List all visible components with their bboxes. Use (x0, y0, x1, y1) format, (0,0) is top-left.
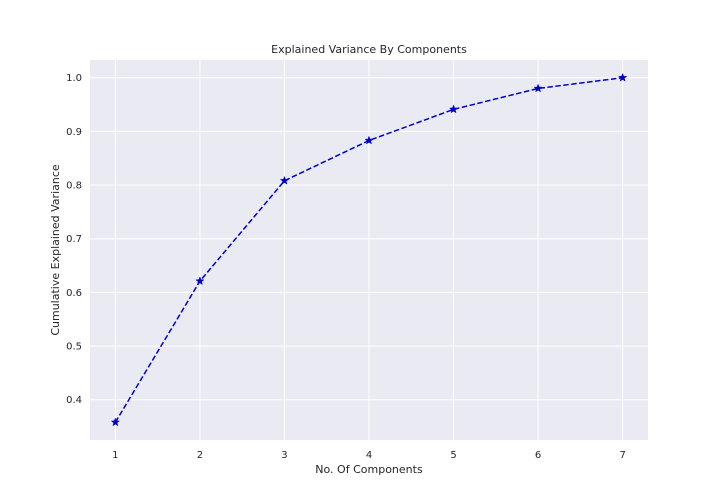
data-point (279, 175, 290, 185)
data-point (448, 104, 459, 114)
x-axis-ticks: 1 2 3 4 5 6 7 (112, 450, 626, 461)
grid (90, 60, 648, 440)
x-tick-label: 7 (619, 450, 625, 461)
y-tick-label: 0.9 (66, 127, 82, 138)
data-point (195, 276, 205, 286)
chart-title: Explained Variance By Components (271, 43, 467, 56)
series-markers (110, 72, 628, 427)
y-tick-label: 0.7 (66, 234, 82, 245)
x-tick-label: 3 (281, 450, 287, 461)
y-tick-label: 0.6 (66, 288, 82, 299)
x-tick-label: 1 (112, 450, 118, 461)
x-tick-label: 2 (197, 450, 203, 461)
data-point (533, 83, 543, 93)
y-tick-label: 0.8 (66, 181, 82, 192)
data-point (110, 417, 121, 427)
x-tick-label: 4 (366, 450, 372, 461)
data-point (617, 72, 628, 82)
y-tick-label: 0.5 (66, 342, 82, 353)
x-axis-label: No. Of Components (315, 463, 423, 476)
x-tick-label: 6 (535, 450, 541, 461)
y-tick-label: 1.0 (66, 73, 82, 84)
x-tick-label: 5 (450, 450, 456, 461)
data-point (364, 135, 374, 145)
y-axis-label: Cumulative Explained Variance (49, 164, 62, 336)
y-tick-label: 0.4 (66, 395, 82, 406)
y-axis-ticks: 0.4 0.5 0.6 0.7 0.8 0.9 1.0 (66, 73, 82, 406)
